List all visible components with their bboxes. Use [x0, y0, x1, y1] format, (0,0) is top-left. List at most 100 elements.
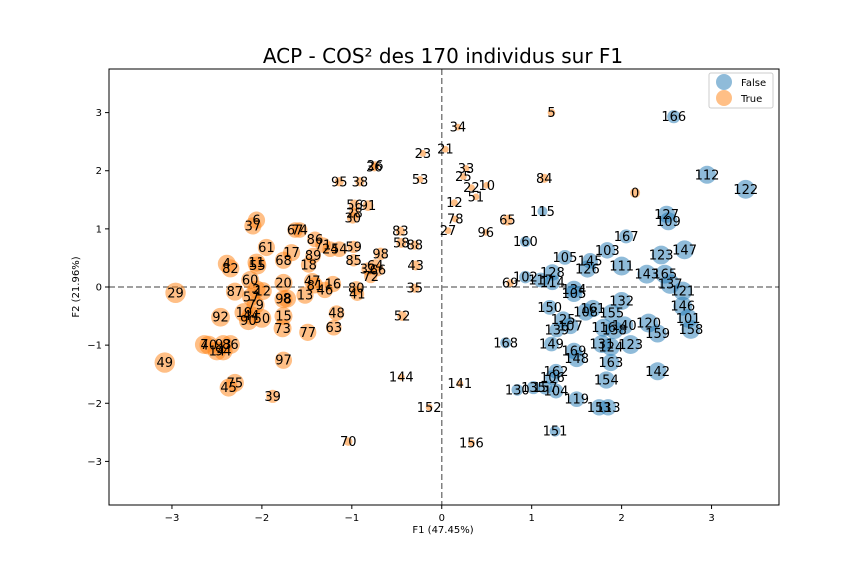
scatter-point	[542, 299, 558, 315]
scatter-point	[349, 199, 360, 211]
scatter-point	[397, 311, 408, 322]
point-label: 86	[307, 233, 324, 248]
point-label: 64	[367, 259, 384, 274]
scatter-point	[562, 317, 579, 335]
point-label: 96	[478, 226, 495, 241]
scatter-point	[248, 256, 267, 275]
scatter-point	[506, 279, 514, 287]
point-label: 113	[596, 401, 621, 416]
point-label: 114	[540, 276, 565, 291]
scatter-point	[577, 303, 595, 321]
x-tick-label: 0	[439, 513, 445, 524]
point-label: 20	[275, 276, 292, 291]
point-label: 161	[580, 302, 605, 317]
x-axis-ticks: −3 −2 −1 0 1 2 3	[165, 505, 715, 524]
point-label: 98	[372, 247, 389, 262]
point-label: 97	[275, 354, 292, 369]
point-label: 163	[598, 356, 623, 371]
scatter-point	[355, 177, 365, 187]
point-label: 12	[255, 285, 272, 300]
legend-marker-true	[716, 90, 732, 106]
point-label: 157	[533, 381, 558, 396]
point-label: 50	[254, 312, 271, 327]
point-label: 139	[544, 324, 569, 339]
y-axis-label: F2 (21.96%)	[71, 256, 82, 317]
scatter-point	[165, 282, 186, 304]
point-label: 108	[573, 305, 598, 320]
scatter-point	[396, 237, 407, 248]
point-label: 141	[447, 377, 472, 392]
point-label: 10	[478, 179, 495, 194]
point-label: 47	[304, 275, 321, 290]
scatter-point	[648, 324, 667, 343]
point-label: 147	[672, 243, 697, 258]
scatter-point	[459, 173, 467, 180]
point-labels: 1661121221271091671471231031111431651371…	[156, 106, 758, 451]
point-label: 72	[362, 270, 379, 285]
point-label: 77	[299, 326, 316, 341]
scatter-point	[252, 308, 272, 328]
point-label: 84	[536, 172, 553, 187]
scatter-point	[370, 163, 379, 172]
point-label: 85	[345, 254, 362, 269]
scatter-point	[454, 123, 462, 131]
point-label: 41	[349, 287, 366, 302]
point-label: 140	[612, 319, 637, 334]
point-label: 155	[599, 307, 624, 322]
scatter-point	[651, 245, 671, 265]
scatter-point	[568, 391, 585, 407]
point-label: 58	[393, 236, 410, 251]
scatter-point	[416, 176, 424, 183]
point-label: 122	[733, 183, 758, 198]
point-label: 63	[326, 321, 343, 336]
point-label: 162	[544, 365, 569, 380]
scatter-point	[468, 184, 475, 191]
scatter-point	[472, 193, 480, 201]
scatter-point	[673, 281, 693, 301]
point-label: 26	[367, 159, 384, 174]
point-label: 134	[562, 283, 587, 298]
point-label: 34	[450, 121, 467, 136]
point-label: 89	[305, 249, 322, 264]
point-label: 36	[366, 161, 383, 176]
x-tick-label: −1	[344, 513, 359, 524]
scatter-point	[659, 212, 678, 231]
x-tick-label: 2	[618, 513, 624, 524]
scatter-point	[539, 173, 549, 183]
scatter-point	[544, 336, 559, 352]
point-label: 23	[415, 147, 432, 162]
scatter-point	[347, 254, 360, 267]
scatter-point	[410, 240, 420, 250]
point-label: 79	[247, 299, 264, 314]
scatter-point	[213, 341, 233, 361]
scatter-point	[549, 425, 561, 437]
point-label: 54	[331, 243, 348, 258]
point-label: 92	[212, 311, 229, 326]
scatter-point	[533, 272, 549, 288]
point-label: 145	[578, 254, 603, 269]
point-label: 29	[167, 286, 184, 301]
scatter-point	[219, 378, 238, 397]
scatter-point	[597, 371, 615, 389]
point-label: 21	[437, 143, 454, 158]
scatter-point	[612, 291, 631, 310]
point-label: 101	[676, 312, 701, 327]
scatter-point	[253, 282, 272, 301]
scatter-point	[648, 362, 667, 381]
point-label: 130	[505, 383, 530, 398]
scatter-point	[244, 217, 262, 235]
scatter-point	[544, 274, 561, 291]
point-label: 115	[530, 205, 555, 220]
point-label: 116	[591, 321, 616, 336]
point-label: 150	[537, 301, 562, 316]
scatter-point	[619, 229, 634, 244]
scatter-point	[565, 284, 583, 302]
scatter-point	[667, 110, 681, 124]
scatter-point	[548, 383, 564, 399]
point-label: 168	[493, 336, 518, 351]
point-label: 6	[252, 214, 260, 229]
scatter-point	[698, 165, 717, 184]
legend-label-true: True	[740, 94, 762, 105]
scatter-point	[602, 304, 621, 323]
legend-marker-false	[716, 74, 732, 90]
